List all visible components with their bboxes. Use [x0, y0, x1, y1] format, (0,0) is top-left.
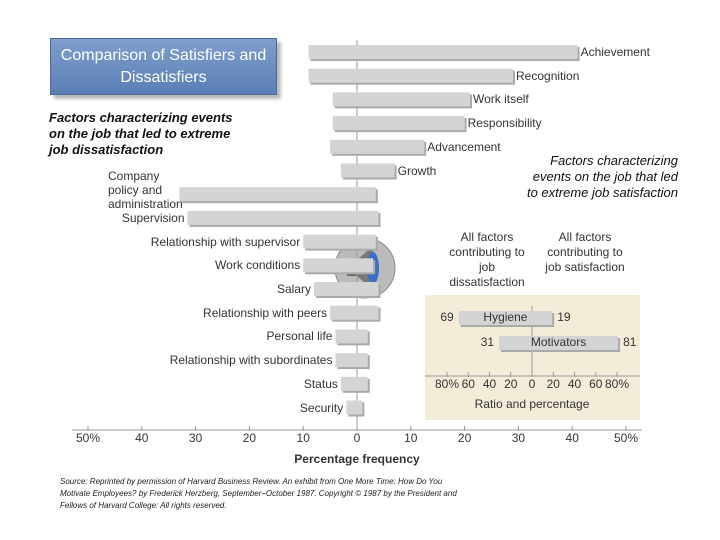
bar [340, 376, 357, 391]
bar [340, 163, 357, 178]
x-tick-label: 10 [404, 431, 418, 445]
category-label: Status [303, 376, 338, 391]
bar [532, 311, 553, 325]
category-label: Relationship with subordinates [169, 353, 333, 368]
bar [357, 282, 379, 296]
bar [357, 305, 379, 320]
category-label: Company policy and administration [108, 169, 183, 212]
category-label: Growth [397, 163, 437, 178]
category-label: Motivators [531, 335, 586, 349]
data-label: 19 [557, 310, 571, 324]
x-tick-label: 40 [135, 431, 149, 445]
x-tick-label: 10 [297, 431, 311, 445]
x-axis-label: Ratio and percentage [475, 397, 590, 411]
series-note: Factors characterizing events on the job… [49, 110, 233, 157]
bar [357, 258, 374, 273]
bar [357, 45, 578, 59]
bar [332, 92, 357, 107]
x-tick-label: 0 [529, 377, 536, 391]
bar [357, 234, 376, 249]
bar [357, 400, 363, 415]
x-tick-label: 30 [189, 431, 203, 445]
bar [187, 210, 357, 225]
bar [357, 329, 368, 344]
bar [330, 305, 357, 320]
bar [303, 258, 357, 273]
x-tick-label: 80% [605, 377, 629, 391]
data-label: 69 [440, 310, 454, 324]
x-axis-label: Percentage frequency [294, 452, 420, 466]
bar [458, 311, 532, 325]
bar [303, 234, 357, 249]
bar [532, 336, 619, 350]
bar [335, 353, 357, 368]
x-tick-label: 40 [566, 431, 580, 445]
bar [308, 45, 357, 59]
bar [357, 187, 376, 202]
legend-heading: All factors contributing to job satisfac… [545, 230, 625, 274]
bar [313, 282, 357, 296]
x-tick-label: 50% [76, 431, 100, 445]
bar [357, 353, 368, 368]
x-tick-label: 40 [483, 377, 497, 391]
category-label: Work itself [472, 92, 529, 107]
x-tick-label: 20 [243, 431, 257, 445]
x-tick-label: 20 [504, 377, 518, 391]
x-tick-label: 40 [568, 377, 582, 391]
category-label: Hygiene [483, 310, 527, 324]
category-label: Personal life [266, 329, 333, 344]
x-tick-label: 30 [512, 431, 526, 445]
series-note: Factors characterizing events on the job… [526, 153, 678, 200]
bar [308, 68, 357, 83]
bar [346, 400, 357, 415]
data-label: 31 [481, 335, 495, 349]
category-label: Salary [276, 282, 311, 296]
source-note: Source: Reprinted by permission of Harva… [60, 477, 457, 510]
bar [357, 163, 395, 178]
category-label: Supervision [121, 210, 185, 225]
bar [357, 210, 379, 225]
legend-heading: All factors contributing to job dissatis… [449, 230, 525, 289]
bar [332, 116, 357, 131]
bar [335, 329, 357, 344]
category-label: Achievement [580, 45, 650, 59]
category-label: Security [299, 400, 344, 415]
slide-title: Comparison of Satisfiers and Dissatisfie… [50, 38, 277, 95]
bar [357, 92, 470, 107]
bar [330, 139, 357, 154]
bar [357, 68, 514, 83]
x-tick-label: 80% [435, 377, 459, 391]
x-tick-label: 0 [354, 431, 361, 445]
bar [179, 187, 357, 202]
x-tick-label: 20 [547, 377, 561, 391]
category-label: Advancement [427, 139, 501, 154]
bar [357, 139, 425, 154]
bar [499, 336, 532, 350]
x-tick-label: 60 [462, 377, 476, 391]
category-label: Responsibility [467, 116, 542, 131]
x-tick-label: 50% [614, 431, 638, 445]
category-label: Recognition [516, 68, 580, 83]
category-label: Relationship with supervisor [150, 234, 301, 249]
category-label: Work conditions [215, 258, 301, 273]
data-label: 81 [623, 335, 637, 349]
bar [357, 116, 465, 131]
x-tick-label: 20 [458, 431, 472, 445]
bar [357, 376, 368, 391]
x-tick-label: 60 [589, 377, 603, 391]
category-label: Relationship with peers [203, 305, 328, 320]
